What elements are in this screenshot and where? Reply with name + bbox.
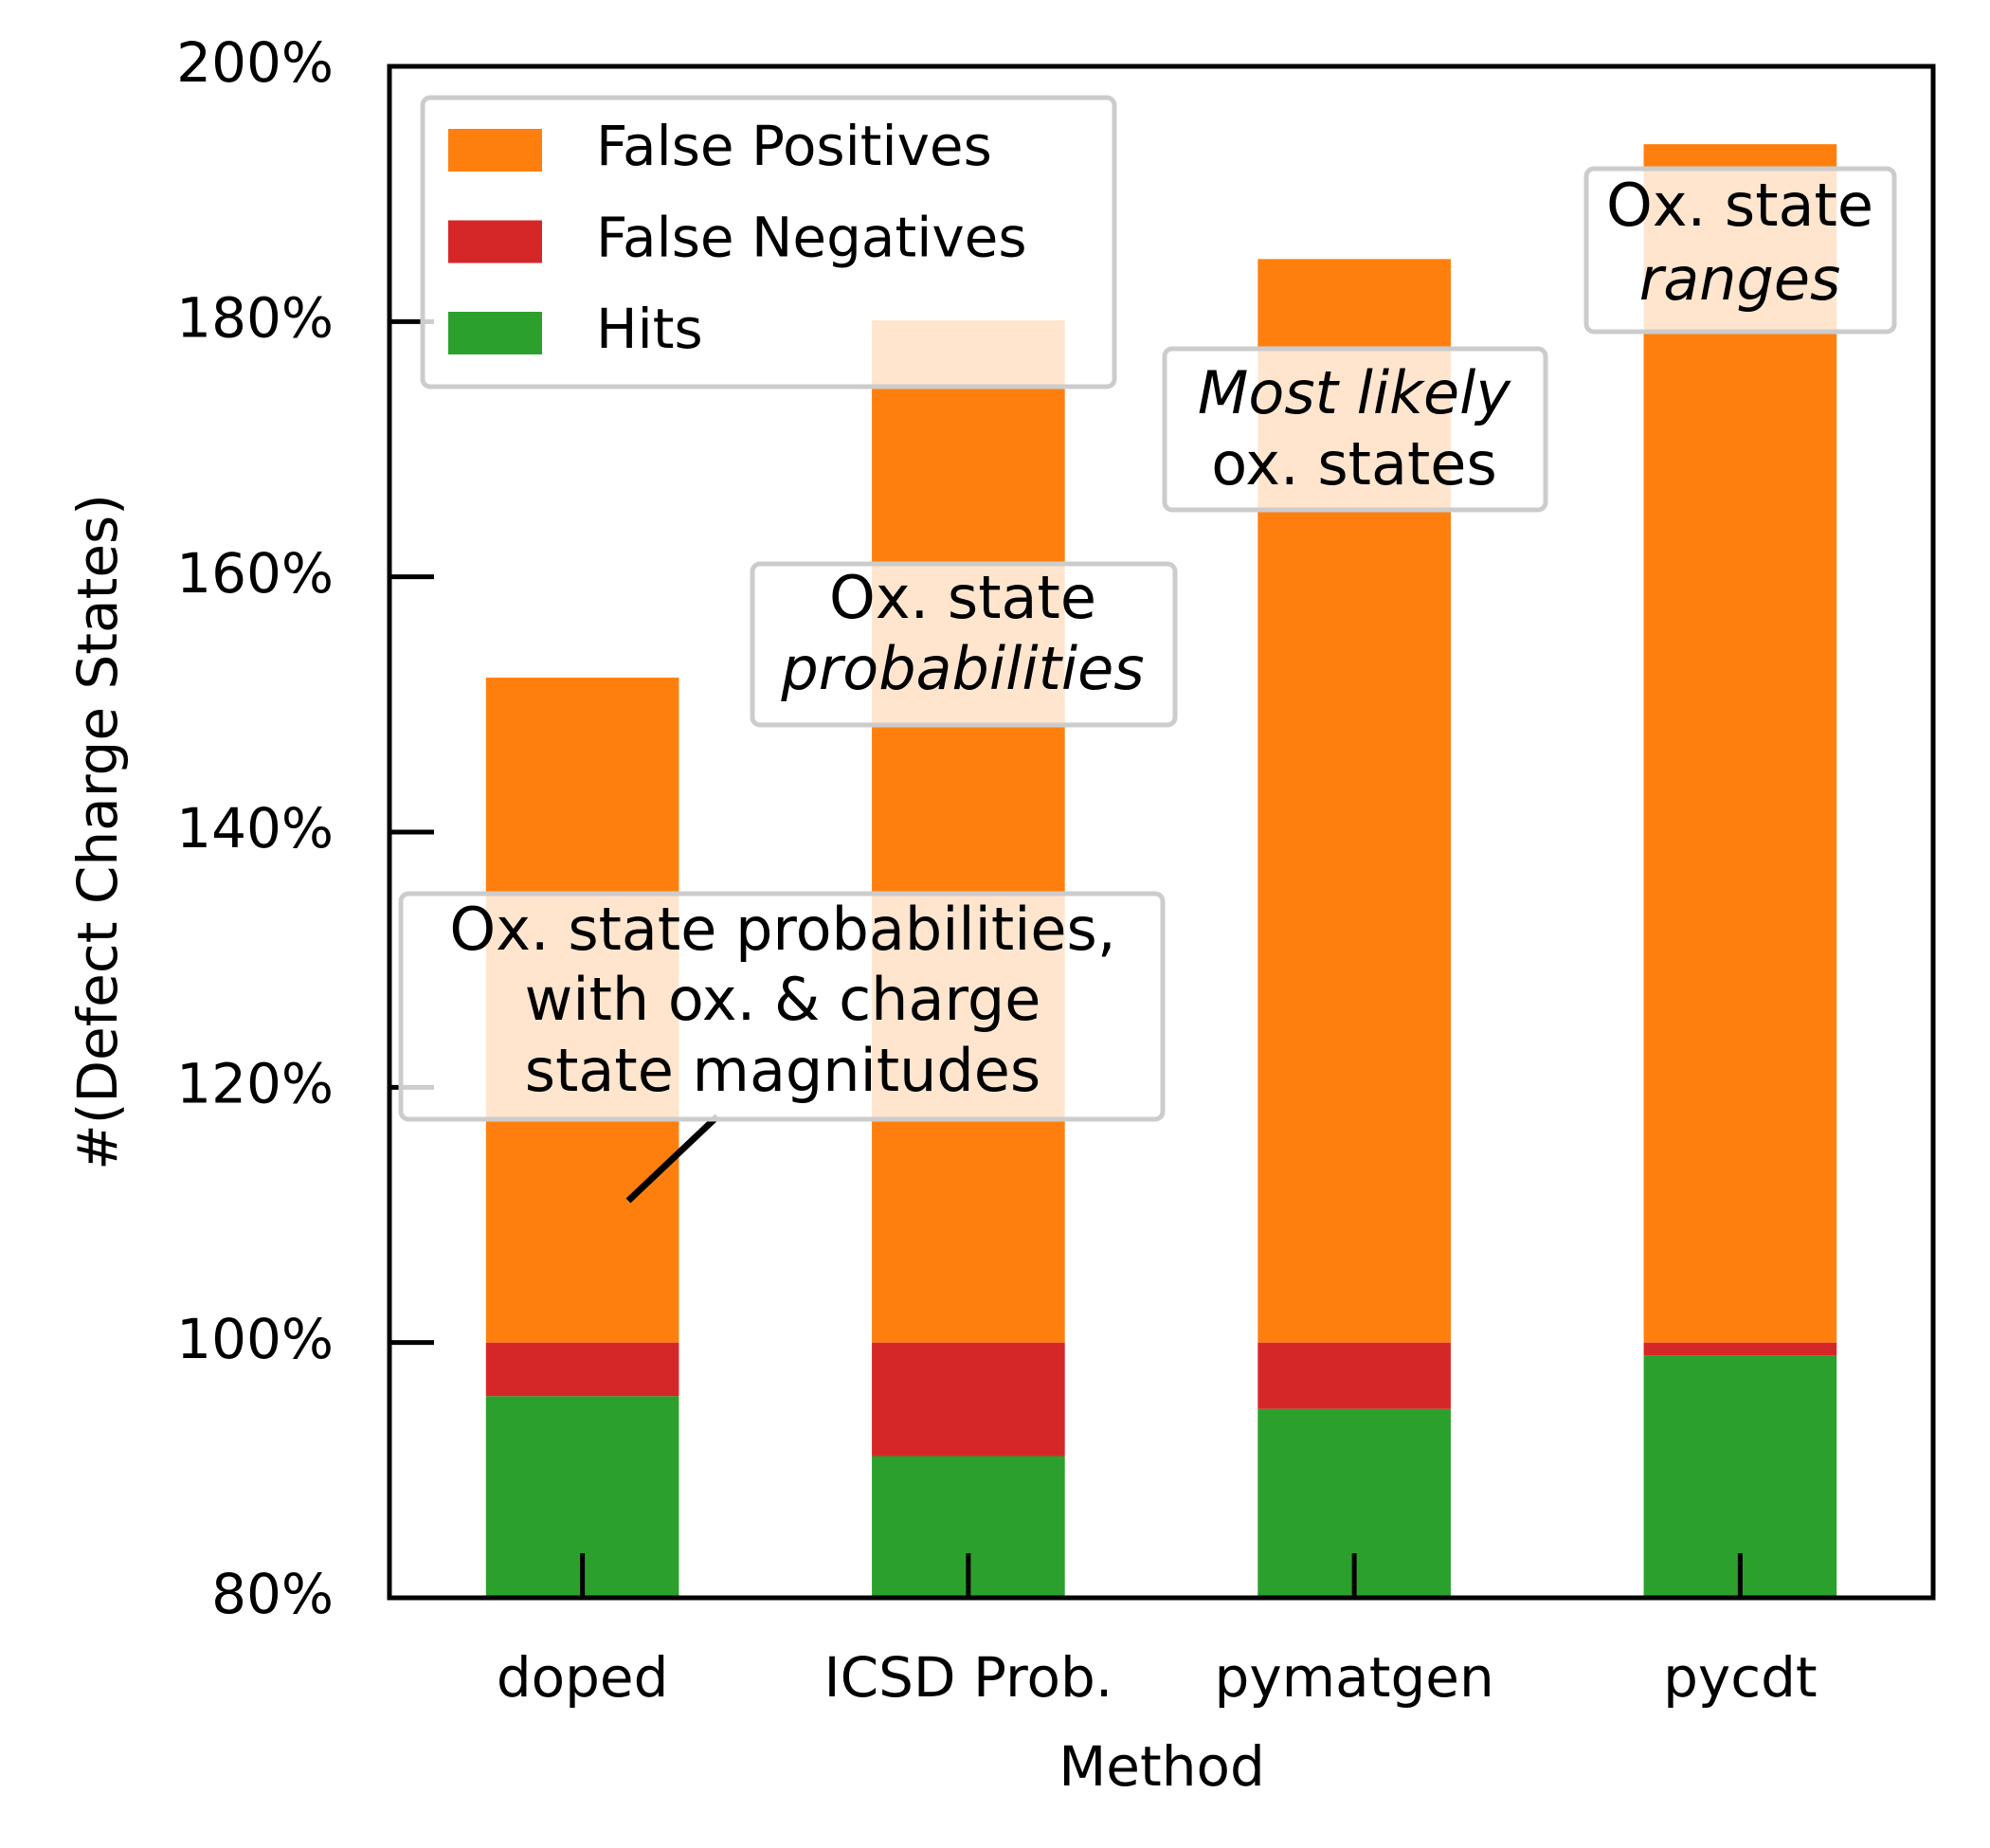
y-tick-label: 80% bbox=[211, 1562, 334, 1626]
y-tick-label: 160% bbox=[176, 541, 334, 606]
y-tick-label: 180% bbox=[176, 285, 334, 350]
legend-swatch bbox=[448, 220, 542, 263]
x-tick-label: pycdt bbox=[1663, 1645, 1818, 1710]
legend-label: False Positives bbox=[596, 114, 992, 178]
annotation-text: ranges bbox=[1639, 245, 1841, 314]
legend-box bbox=[420, 95, 1117, 390]
legend-label: False Negatives bbox=[596, 206, 1027, 270]
legend-label: Hits bbox=[596, 297, 703, 361]
bar-segment bbox=[1643, 144, 1837, 1343]
annotation-text: Ox. state bbox=[1606, 171, 1873, 240]
bar-segment bbox=[872, 319, 1065, 1343]
y-axis-label: #(Defect Charge States) bbox=[65, 494, 130, 1170]
x-tick-label: doped bbox=[497, 1645, 669, 1710]
annotation-box bbox=[750, 561, 1178, 728]
y-tick-label: 200% bbox=[176, 30, 334, 95]
annotation-box bbox=[398, 891, 1166, 1122]
bar-segment bbox=[485, 1342, 679, 1397]
annotation-text: Ox. state probabilities, bbox=[449, 895, 1115, 964]
annotation-text: with ox. & charge bbox=[525, 965, 1041, 1034]
x-tick-label: ICSD Prob. bbox=[823, 1645, 1113, 1710]
x-axis-label: Method bbox=[1058, 1734, 1265, 1799]
annotation-text: probabilities bbox=[780, 634, 1144, 703]
y-tick-label: 140% bbox=[176, 796, 334, 861]
x-tick-label: pymatgen bbox=[1215, 1645, 1494, 1710]
y-tick-label: 120% bbox=[176, 1051, 334, 1115]
bar-segment bbox=[1257, 1342, 1451, 1409]
legend-swatch bbox=[448, 129, 542, 172]
annotation-text: state magnitudes bbox=[525, 1036, 1040, 1105]
annotation-arrow bbox=[625, 1114, 720, 1204]
annotation-text: Most likely bbox=[1198, 358, 1511, 427]
annotation-box bbox=[1162, 346, 1548, 513]
annotation-text: ox. states bbox=[1211, 429, 1497, 498]
y-tick-label: 100% bbox=[176, 1307, 334, 1371]
annotation-text: Ox. state bbox=[829, 563, 1096, 632]
annotation-box bbox=[1583, 166, 1897, 335]
bar-segment bbox=[872, 1342, 1065, 1457]
legend-swatch bbox=[448, 312, 542, 354]
bar-segment bbox=[1643, 1342, 1837, 1356]
